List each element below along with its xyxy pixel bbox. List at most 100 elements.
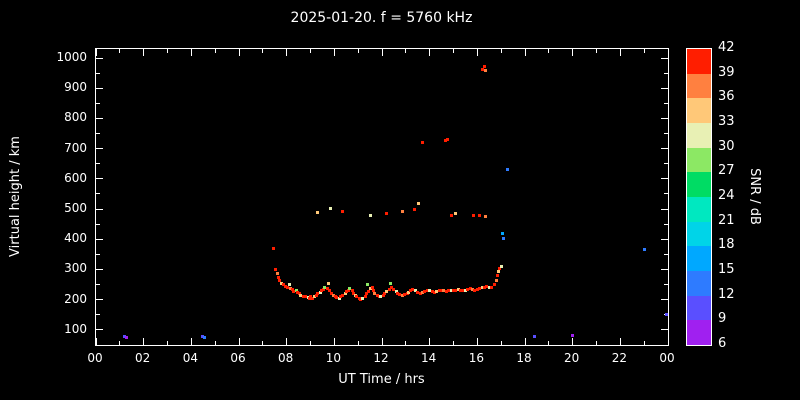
data-point xyxy=(281,283,285,287)
data-point xyxy=(500,231,504,235)
chart-title: 2025-01-20. f = 5760 kHz xyxy=(290,10,473,26)
data-point xyxy=(394,290,398,294)
x-minor-tick xyxy=(643,341,645,345)
y-tick-label: 300 xyxy=(64,261,87,276)
x-tick xyxy=(476,49,478,56)
data-point xyxy=(366,283,370,287)
data-point xyxy=(275,272,279,276)
data-point xyxy=(347,288,351,292)
x-tick xyxy=(524,49,526,56)
x-tick xyxy=(429,338,431,345)
data-point xyxy=(447,289,451,293)
data-point xyxy=(375,293,379,297)
colorbar-segment xyxy=(687,221,711,247)
y-tick-label: 200 xyxy=(64,291,87,306)
y-minor-tick xyxy=(664,284,668,286)
colorbar-segment xyxy=(687,270,711,296)
x-minor-tick xyxy=(548,341,550,345)
y-minor-tick xyxy=(96,223,100,225)
x-tick xyxy=(667,338,668,345)
data-point xyxy=(443,138,447,142)
data-point xyxy=(430,290,434,294)
data-point xyxy=(354,293,358,297)
x-tick xyxy=(429,49,431,56)
x-minor-tick xyxy=(500,49,502,53)
data-point xyxy=(642,248,646,252)
colorbar-segment xyxy=(687,319,711,345)
data-point xyxy=(329,206,333,210)
y-tick xyxy=(661,57,668,59)
data-point xyxy=(440,288,444,292)
data-point xyxy=(425,289,429,293)
x-minor-tick xyxy=(596,49,597,53)
data-point xyxy=(446,137,450,141)
colorbar-segment xyxy=(687,196,711,222)
colorbar-tick-label: 30 xyxy=(718,138,735,154)
data-point xyxy=(444,290,448,294)
data-point xyxy=(286,285,290,289)
x-minor-tick xyxy=(405,341,407,345)
x-minor-tick xyxy=(596,341,597,345)
y-tick xyxy=(96,148,103,150)
data-point xyxy=(390,286,394,290)
y-tick-label: 900 xyxy=(64,80,87,95)
data-point xyxy=(337,296,341,300)
data-point xyxy=(361,296,365,300)
data-point xyxy=(370,285,374,289)
y-tick xyxy=(96,208,103,210)
x-tick xyxy=(572,338,574,345)
y-tick-label: 500 xyxy=(64,201,87,216)
x-tick-label: 14 xyxy=(421,351,437,365)
data-point xyxy=(421,290,425,294)
x-tick-label: 06 xyxy=(230,351,246,365)
data-point xyxy=(272,246,276,250)
y-tick-label: 700 xyxy=(64,140,87,155)
x-minor-tick xyxy=(643,49,645,53)
data-point xyxy=(382,292,386,296)
y-axis-label: Virtual height / km xyxy=(7,135,23,257)
data-point xyxy=(344,290,348,294)
x-tick-label: 04 xyxy=(182,351,198,365)
data-point xyxy=(309,295,312,299)
data-point xyxy=(388,281,392,285)
x-tick-label: 22 xyxy=(611,351,627,365)
data-point xyxy=(295,290,299,294)
data-point xyxy=(480,286,484,290)
data-point xyxy=(413,289,417,293)
data-point xyxy=(373,291,377,295)
y-axis-label-wrap: Virtual height / km xyxy=(0,48,30,344)
data-point xyxy=(318,290,322,294)
y-tick xyxy=(661,268,668,270)
data-point xyxy=(449,288,453,292)
colorbar-tick-label: 15 xyxy=(718,262,735,277)
colorbar-label: SNR / dB xyxy=(746,167,762,225)
data-point xyxy=(400,209,404,213)
data-point xyxy=(498,266,502,270)
y-tick xyxy=(96,329,103,331)
y-tick xyxy=(96,238,103,240)
y-minor-tick xyxy=(96,102,100,104)
x-tick xyxy=(333,49,335,56)
x-minor-tick xyxy=(262,341,264,345)
data-point xyxy=(278,278,282,282)
y-tick xyxy=(661,299,668,301)
data-point xyxy=(312,294,316,298)
x-tick xyxy=(572,49,574,56)
data-point xyxy=(299,293,303,297)
y-tick xyxy=(661,208,668,210)
colorbar-tick-label: 42 xyxy=(718,40,735,55)
data-point xyxy=(351,291,355,295)
data-point xyxy=(350,289,354,293)
data-point xyxy=(307,296,311,300)
data-point xyxy=(341,209,345,213)
data-point xyxy=(202,335,206,339)
y-tick xyxy=(96,299,103,301)
data-point xyxy=(323,285,327,289)
colorbar-segment xyxy=(687,147,711,173)
colorbar-segment xyxy=(687,295,711,321)
colorbar-tick-label: 24 xyxy=(718,188,735,203)
data-point xyxy=(311,296,315,300)
y-minor-tick xyxy=(664,133,668,135)
colorbar xyxy=(686,48,712,346)
